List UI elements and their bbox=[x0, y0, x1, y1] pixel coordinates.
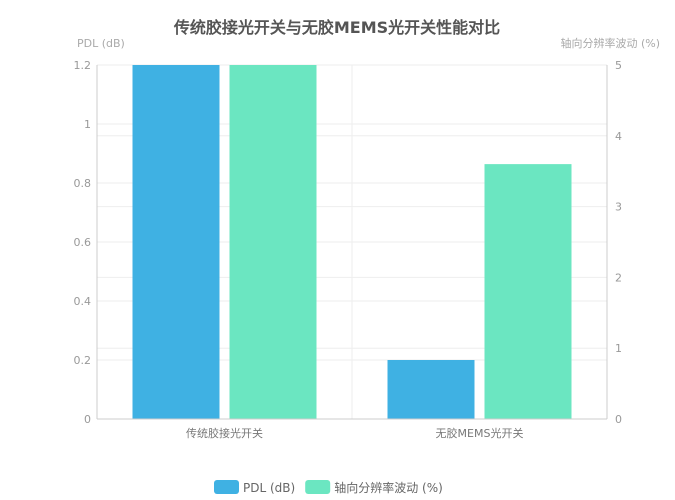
x-tick-label: 无胶MEMS光开关 bbox=[436, 426, 524, 440]
legend-swatch[interactable] bbox=[214, 480, 239, 494]
right-tick-label: 0 bbox=[615, 413, 622, 426]
left-tick-label: 0.4 bbox=[74, 295, 92, 308]
right-tick-label: 2 bbox=[615, 271, 622, 284]
right-tick-label: 3 bbox=[615, 201, 622, 214]
left-tick-label: 0.2 bbox=[74, 354, 92, 367]
left-tick-label: 1.2 bbox=[74, 59, 92, 72]
legend-label[interactable]: 轴向分辨率波动 (%) bbox=[334, 480, 443, 495]
right-tick-label: 5 bbox=[615, 59, 622, 72]
left-tick-label: 1 bbox=[84, 118, 91, 131]
bar[interactable] bbox=[229, 65, 317, 419]
bar[interactable] bbox=[132, 65, 220, 419]
right-tick-label: 4 bbox=[615, 130, 622, 143]
right-tick-label: 1 bbox=[615, 342, 622, 355]
chart-title: 传统胶接光开关与无胶MEMS光开关性能对比 bbox=[173, 18, 500, 37]
bar[interactable] bbox=[484, 164, 572, 419]
left-tick-label: 0.8 bbox=[74, 177, 92, 190]
left-tick-label: 0 bbox=[84, 413, 91, 426]
left-axis-label: PDL (dB) bbox=[77, 37, 125, 50]
left-tick-label: 0.6 bbox=[74, 236, 92, 249]
bar[interactable] bbox=[387, 360, 475, 419]
right-axis-label: 轴向分辨率波动 (%) bbox=[560, 36, 660, 50]
legend-swatch[interactable] bbox=[305, 480, 331, 494]
x-tick-label: 传统胶接光开关 bbox=[186, 426, 263, 440]
legend-label[interactable]: PDL (dB) bbox=[243, 481, 295, 495]
